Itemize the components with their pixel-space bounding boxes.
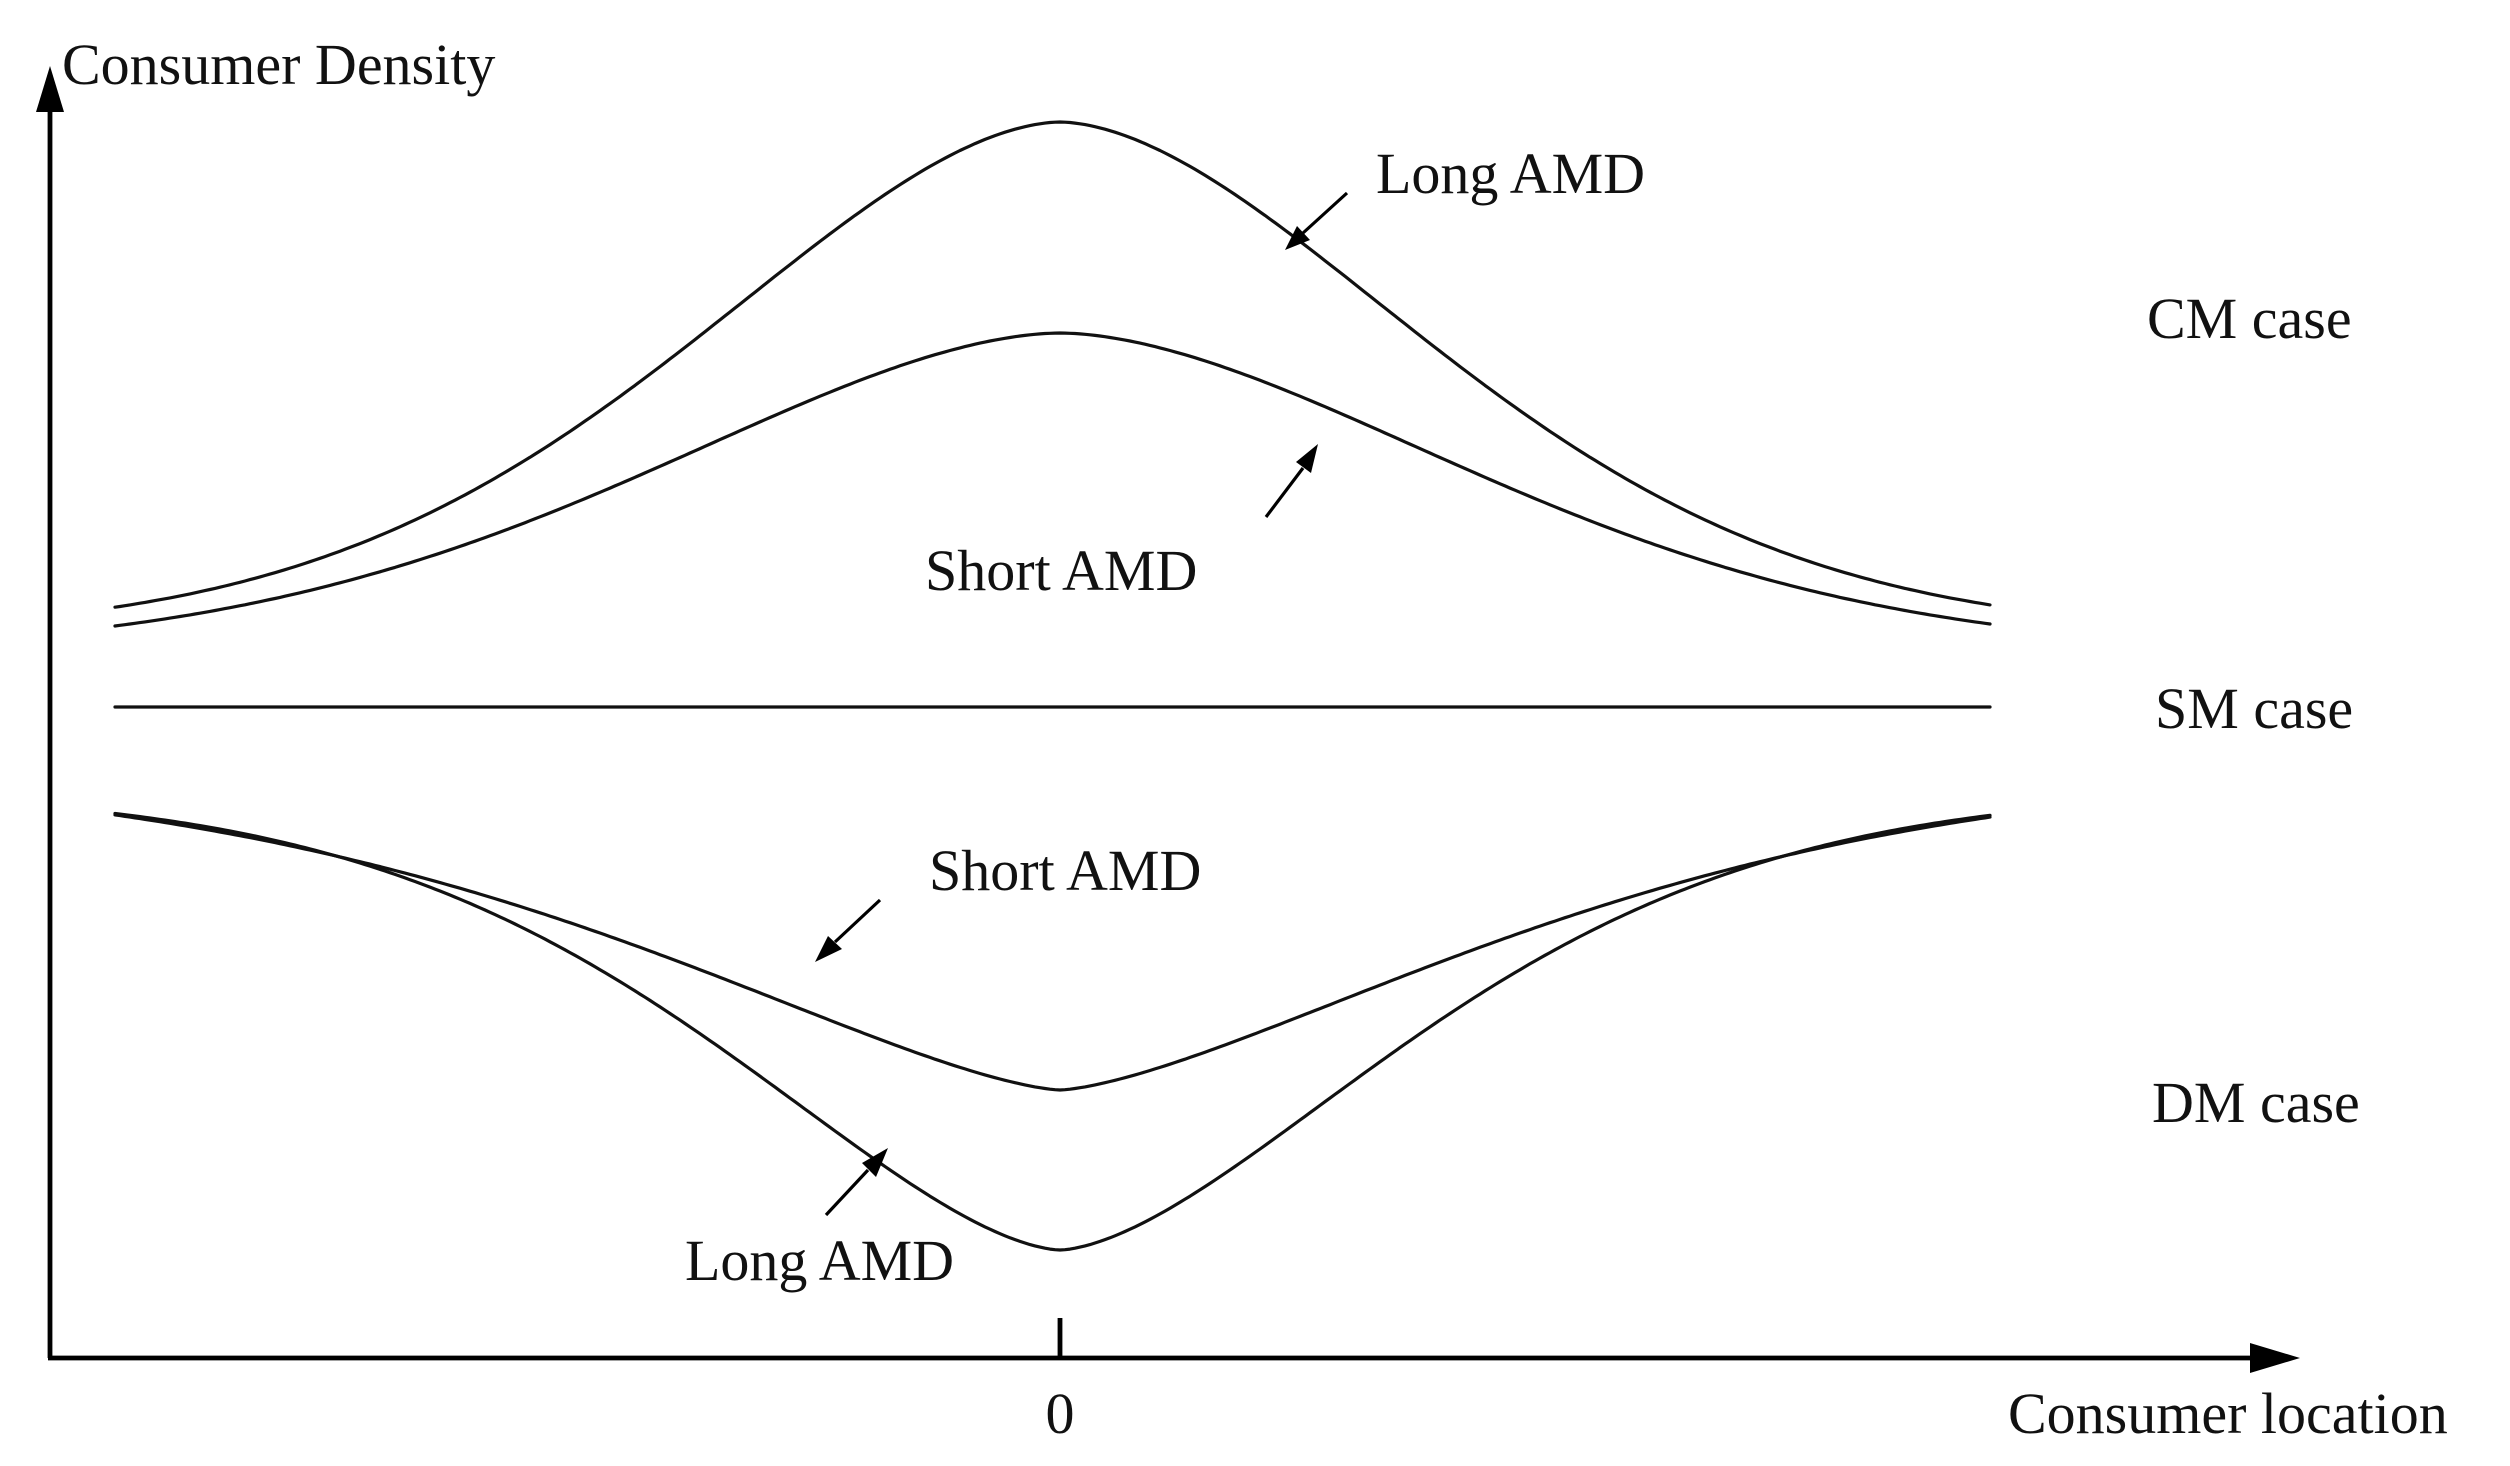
dm-long-amd-curve <box>113 811 1992 1252</box>
cm-long-pointer-arrowhead <box>1285 226 1310 250</box>
dm-short-amd-curve <box>113 813 1992 1092</box>
cm-short-pointer-arrowhead <box>1296 444 1318 473</box>
cm-short-amd-label: Short AMD <box>925 538 1197 603</box>
dm-short-amd-label: Short AMD <box>929 838 1201 903</box>
x-axis-zero-label: 0 <box>1046 1381 1075 1446</box>
dm-long-pointer-line <box>824 1168 870 1217</box>
cm-long-pointer-line <box>1301 191 1349 235</box>
dm-case-label: DM case <box>2152 1070 2360 1135</box>
dm-long-amd-label: Long AMD <box>685 1228 954 1293</box>
y-axis-label: Consumer Density <box>62 32 495 97</box>
dm-short-pointer-arrowhead <box>815 936 842 962</box>
dm-long-pointer-arrowhead <box>862 1148 888 1177</box>
cm-short-amd-curve <box>113 331 1992 628</box>
cm-short-pointer-line <box>1264 467 1305 518</box>
cm-case-label: CM case <box>2147 286 2352 351</box>
cm-long-amd-curve <box>113 120 1992 609</box>
cm-long-amd-label: Long AMD <box>1376 141 1645 206</box>
dm-short-pointer-line <box>833 898 882 944</box>
sm-case-label: SM case <box>2155 676 2353 741</box>
x-axis-arrowhead <box>2250 1343 2300 1373</box>
x-axis-label: Consumer location <box>2008 1381 2448 1446</box>
y-axis-arrowhead <box>36 66 64 112</box>
